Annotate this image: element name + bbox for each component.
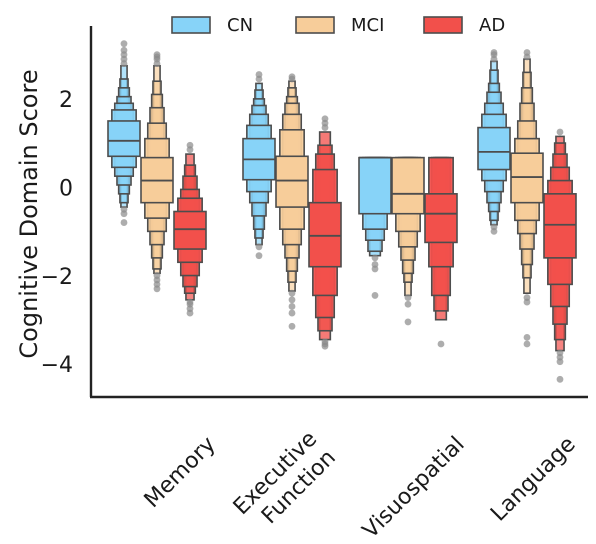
outlier-point	[404, 294, 412, 302]
legend-swatch	[423, 16, 463, 34]
boxen-box	[477, 126, 511, 171]
x-tick-label: Visuospatial	[358, 432, 470, 544]
boxen-mci-3	[391, 156, 425, 326]
outlier-point	[255, 252, 263, 260]
outlier-point	[120, 40, 128, 48]
boxen-box	[424, 193, 458, 244]
y-tick-label: −2	[41, 265, 73, 290]
boxen-mci-1	[140, 51, 174, 293]
outlier-point	[523, 333, 531, 341]
outlier-point	[321, 115, 329, 123]
outlier-point	[288, 303, 296, 310]
outlier-point	[120, 46, 128, 54]
boxen-box	[543, 193, 577, 259]
outlier-point	[523, 298, 531, 306]
outlier-point	[490, 49, 498, 56]
outlier-point	[321, 342, 329, 350]
outlier-point	[120, 219, 128, 226]
x-tick-label: Language	[486, 432, 580, 526]
legend-label: MCI	[351, 15, 384, 36]
outlier-point	[556, 128, 564, 136]
boxen-ad-3	[424, 156, 458, 348]
outlier-point	[371, 254, 379, 262]
outlier-point	[523, 340, 531, 348]
legend-swatch	[295, 16, 335, 34]
boxen-box	[107, 120, 141, 158]
outlier-point	[288, 73, 296, 81]
outlier-point	[404, 318, 412, 326]
boxen-box	[308, 201, 342, 268]
boxen-mci-2	[275, 73, 309, 330]
outlier-point	[288, 309, 296, 317]
legend: CN MCI AD	[171, 15, 505, 36]
plot-area	[107, 40, 577, 383]
legend-swatch	[171, 16, 211, 34]
y-tick-label: 2	[59, 88, 73, 113]
legend-item-ad: AD	[423, 15, 505, 36]
legend-item-mci: MCI	[295, 15, 384, 36]
y-tick-label: 0	[59, 176, 73, 201]
outlier-point	[186, 141, 194, 149]
outlier-point	[255, 243, 263, 251]
outlier-point	[556, 358, 564, 366]
boxen-cn-1	[107, 40, 141, 226]
outlier-point	[153, 285, 161, 293]
boxen-box	[275, 155, 309, 208]
boxen-mci-4	[510, 49, 544, 348]
outlier-point	[371, 292, 379, 299]
boxen-cn-3	[358, 156, 392, 299]
x-tick-label: Memory	[140, 432, 221, 513]
outlier-point	[186, 309, 194, 317]
outlier-point	[288, 296, 296, 304]
boxen-ad-1	[173, 141, 207, 317]
outlier-point	[437, 340, 445, 348]
boxen-box	[391, 156, 425, 215]
outlier-point	[288, 289, 296, 297]
boxen-ad-4	[543, 128, 577, 383]
legend-label: CN	[227, 15, 253, 36]
outlier-point	[556, 375, 564, 383]
y-tick-label: −4	[41, 353, 73, 378]
outlier-point	[404, 300, 412, 308]
legend-label: AD	[479, 15, 505, 36]
legend-item-cn: CN	[171, 15, 253, 36]
outlier-point	[255, 71, 263, 78]
outlier-point	[371, 265, 379, 273]
boxen-cn-4	[477, 49, 511, 235]
boxen-box	[358, 156, 392, 215]
x-tick-label: ExecutiveFunction	[229, 427, 341, 539]
boxen-cn-2	[242, 71, 276, 260]
outlier-point	[523, 49, 531, 56]
boxen-ad-2	[308, 115, 342, 350]
boxen-box	[173, 210, 207, 250]
outlier-point	[120, 205, 128, 213]
outlier-point	[288, 322, 296, 330]
y-axis-label: Cognitive Domain Score	[15, 69, 43, 358]
outlier-point	[153, 51, 161, 59]
outlier-point	[490, 227, 498, 235]
